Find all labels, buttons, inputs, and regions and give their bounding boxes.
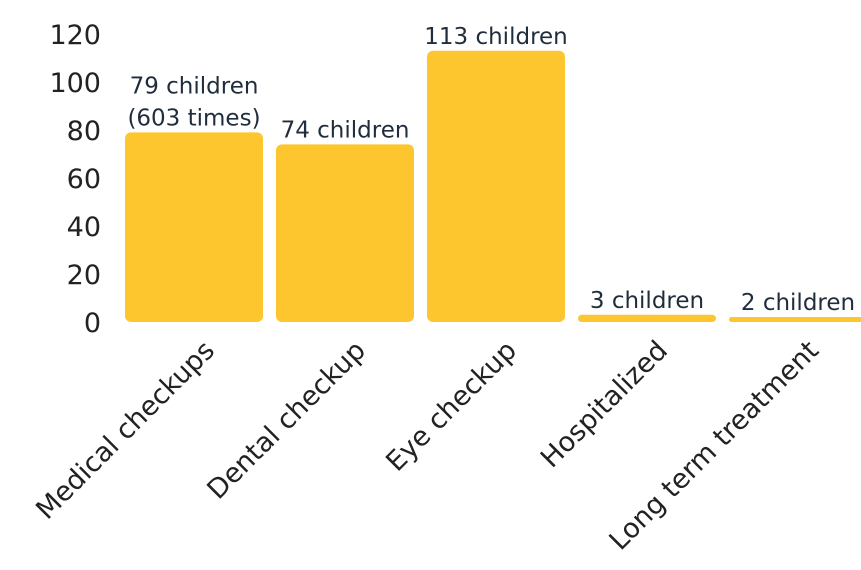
y-tick-label: 120 <box>49 20 101 51</box>
bar <box>125 132 263 322</box>
bar <box>578 314 716 322</box>
y-tick-label: 0 <box>84 308 101 339</box>
y-tick-label: 40 <box>67 212 101 243</box>
data-labels: 79 children (603 times) 74 children 113 chi… <box>127 24 855 316</box>
data-label: 79 children <box>130 73 259 99</box>
data-label: 74 children <box>281 117 410 143</box>
bar <box>276 144 414 322</box>
y-tick-label: 20 <box>67 260 101 291</box>
y-axis: 0 20 40 60 80 100 120 <box>49 20 101 339</box>
x-tick-label: Hospitalized <box>535 335 674 474</box>
bar <box>427 50 565 323</box>
data-label: (603 times) <box>127 105 260 131</box>
bar <box>729 317 861 322</box>
data-label: 113 children <box>424 24 568 50</box>
x-tick-label: Dental checkup <box>201 335 372 506</box>
data-label: 2 children <box>741 290 855 316</box>
y-tick-label: 100 <box>49 68 101 99</box>
x-tick-label: Medical checkups <box>30 335 221 526</box>
y-tick-label: 80 <box>67 116 101 147</box>
data-label: 3 children <box>590 288 704 314</box>
x-tick-label: Eye checkup <box>380 335 523 478</box>
y-tick-label: 60 <box>67 164 101 195</box>
bars <box>125 50 861 323</box>
